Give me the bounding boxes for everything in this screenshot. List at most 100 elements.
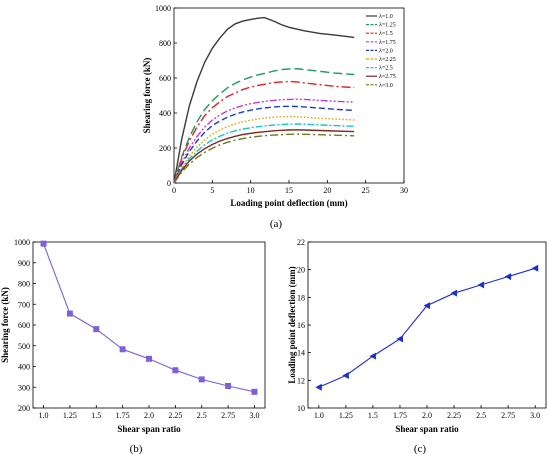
y-tick-label: 22 <box>297 238 305 247</box>
legend-label-0: λ=1.0 <box>379 14 393 20</box>
x-tick-label: 2.5 <box>197 411 207 420</box>
x-tick-label: 0 <box>172 186 176 195</box>
y-axis-label: Loading point deflection (mm) <box>287 266 297 383</box>
y-axis-label: Shearing force (kN) <box>142 58 152 134</box>
x-axis-label: Shear span ratio <box>117 424 181 434</box>
y-tick-label: 700 <box>18 300 30 309</box>
y-axis-label: Shearing force (kN) <box>0 287 10 363</box>
y-tick-label: 500 <box>18 342 30 351</box>
data-point-7 <box>225 383 232 390</box>
y-tick-label: 18 <box>297 293 305 302</box>
x-tick-label: 1.25 <box>339 411 353 420</box>
data-point-2 <box>93 326 100 333</box>
y-tick-label: 14 <box>297 349 305 358</box>
series-line-1 <box>173 67 355 184</box>
series-line <box>318 267 536 388</box>
x-tick-label: 30 <box>400 186 408 195</box>
x-tick-label: 10 <box>247 186 255 195</box>
x-tick-label: 15 <box>285 186 293 195</box>
y-tick-label: 20 <box>297 266 305 275</box>
panel-caption: (a) <box>270 218 283 230</box>
y-tick-label: 800 <box>159 39 171 48</box>
x-tick-label: 1.5 <box>91 411 101 420</box>
y-tick-label: 16 <box>297 321 305 330</box>
chart-panel-c: 1.0 1.25 1.5 1.75 2.0 2.25 2.5 2.75 3.0 10 12 14 16 1… <box>287 238 547 455</box>
panel-caption: (b) <box>130 443 143 455</box>
data-point-0 <box>315 383 322 391</box>
data-point-0 <box>40 240 47 247</box>
data-point-2 <box>369 352 376 360</box>
series-line-6 <box>173 123 355 184</box>
data-point-3 <box>119 346 126 353</box>
series-line-4 <box>173 105 355 184</box>
series-line-0 <box>173 16 355 184</box>
x-tick-label: 1.0 <box>314 411 324 420</box>
data-point-7 <box>504 273 512 281</box>
x-tick-label: 2.0 <box>422 411 432 420</box>
x-axis-label: Loading point deflection (mm) <box>230 198 347 208</box>
data-point-1 <box>342 371 349 379</box>
x-axis-label: Shear span ratio <box>395 424 459 434</box>
chart-panel-b: 1.0 1.25 1.5 1.75 2.0 2.25 2.5 2.75 3.0 200 300 400… <box>0 238 266 455</box>
x-tick-label: 1.75 <box>116 411 130 420</box>
legend: λ=1.0 λ=1.25 λ=1.5 λ=1.75 λ=2.0 λ=2.25 λ=2.5 λ=… <box>366 14 396 89</box>
series-line <box>42 243 255 393</box>
x-tick-label: 2.5 <box>476 411 486 420</box>
x-tick-label: 1.0 <box>39 411 49 420</box>
x-tick-label: 2.75 <box>501 411 515 420</box>
series-line-3 <box>173 98 355 184</box>
x-tick-label: 20 <box>323 186 331 195</box>
data-point-6 <box>198 376 205 383</box>
plot-frame <box>307 241 547 409</box>
y-tick-label: 10 <box>297 404 305 413</box>
data-point-4 <box>423 302 430 310</box>
series-line-7 <box>173 129 355 184</box>
y-tick-label: 12 <box>297 376 305 385</box>
x-tick-label: 2.25 <box>447 411 461 420</box>
y-tick-label: 1000 <box>14 238 30 247</box>
x-tick-label: 2.25 <box>168 411 182 420</box>
plot-frame <box>173 7 405 184</box>
data-point-1 <box>66 310 73 317</box>
data-point-8 <box>251 388 258 395</box>
y-tick-label: 600 <box>159 74 171 83</box>
y-tick-label: 1000 <box>155 4 171 13</box>
chart-panel-a: 0 5 10 15 20 25 30 0 200 400 600 800 1000 Loading poi… <box>142 4 408 230</box>
x-tick-label: 1.25 <box>63 411 77 420</box>
y-tick-label: 200 <box>18 404 30 413</box>
data-point-3 <box>396 335 403 343</box>
y-tick-label: 800 <box>18 280 30 289</box>
x-tick-label: 2.75 <box>221 411 235 420</box>
series-line-5 <box>173 115 355 184</box>
y-tick-label: 300 <box>18 383 30 392</box>
y-tick-label: 900 <box>18 259 30 268</box>
y-tick-label: 200 <box>159 144 171 153</box>
x-tick-label: 1.75 <box>393 411 407 420</box>
x-tick-label: 2.0 <box>144 411 154 420</box>
y-tick-label: 0 <box>167 179 171 188</box>
legend-label-6: λ=2.5 <box>379 66 393 72</box>
data-point-5 <box>450 289 458 297</box>
data-point-6 <box>477 281 485 289</box>
legend-label-2: λ=1.5 <box>379 31 393 37</box>
y-tick-label: 600 <box>18 321 30 330</box>
series-line-8 <box>173 133 355 184</box>
x-tick-label: 5 <box>210 186 214 195</box>
data-point-5 <box>172 367 179 374</box>
legend-label-1: λ=1.25 <box>379 23 396 29</box>
x-tick-label: 3.0 <box>530 411 540 420</box>
x-tick-label: 25 <box>362 186 370 195</box>
y-tick-label: 400 <box>159 109 171 118</box>
x-tick-label: 1.5 <box>368 411 378 420</box>
data-point-8 <box>531 264 539 272</box>
panel-caption: (c) <box>414 443 427 455</box>
data-point-4 <box>146 355 152 362</box>
legend-label-8: λ=3.0 <box>379 83 393 89</box>
legend-label-7: λ=2.75 <box>379 74 396 80</box>
y-tick-label: 400 <box>18 363 30 372</box>
legend-label-4: λ=2.0 <box>379 48 393 54</box>
legend-label-3: λ=1.75 <box>379 40 396 46</box>
legend-label-5: λ=2.25 <box>379 57 396 63</box>
x-tick-label: 3.0 <box>249 411 259 420</box>
